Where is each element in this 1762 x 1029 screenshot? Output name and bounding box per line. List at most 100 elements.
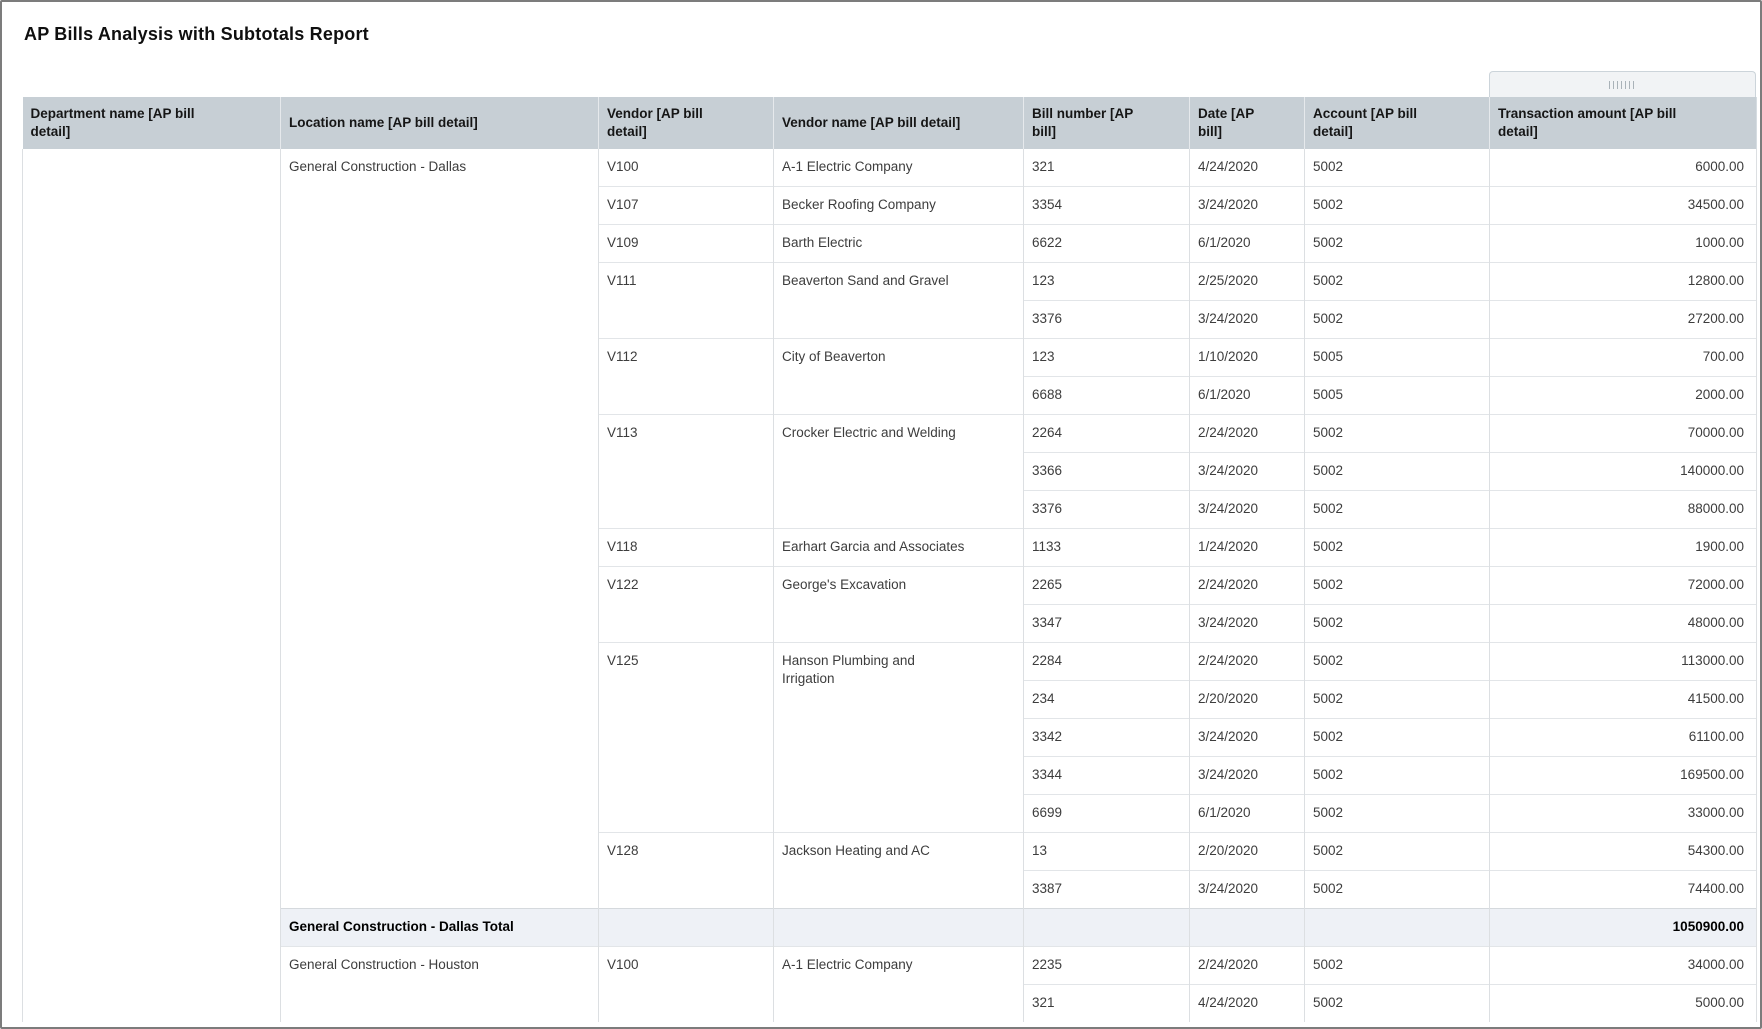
cell-bill-number: 2265	[1023, 566, 1190, 605]
cell-vendor-code: V107	[598, 186, 774, 225]
column-header-vendor: Vendor [AP bill detail]	[598, 97, 774, 149]
cell-date: 1/10/2020	[1189, 338, 1305, 377]
cell-account: 5002	[1304, 832, 1490, 871]
subtotal-cell	[598, 908, 774, 947]
cell-account: 5002	[1304, 186, 1490, 225]
table-row: V109 Barth Electric 6622 6/1/2020 5002 1000.0…	[23, 224, 1757, 263]
cell-account: 5002	[1304, 870, 1490, 909]
cell-amount: 33000.00	[1489, 794, 1757, 833]
table-row: V125 Hanson Plumbing and Irrigation 2284 2/…	[23, 642, 1757, 833]
cell-amount: 12800.00	[1489, 262, 1757, 301]
cell-location: General Construction - Houston	[280, 946, 599, 1022]
subtotal-cell	[773, 908, 1024, 947]
cell-amount: 1900.00	[1489, 528, 1757, 567]
cell-bill-number: 3366	[1023, 452, 1190, 491]
cell-amount: 169500.00	[1489, 756, 1757, 795]
cell-location: General Construction - Dallas	[280, 149, 599, 909]
cell-amount: 48000.00	[1489, 604, 1757, 643]
cell-account: 5002	[1304, 262, 1490, 301]
cell-bill-number: 2284	[1023, 642, 1190, 681]
cell-amount: 54300.00	[1489, 832, 1757, 871]
column-header-amount: Transaction amount [AP bill detail]	[1489, 97, 1757, 149]
cell-date: 4/24/2020	[1189, 984, 1305, 1022]
cell-vendor-code: V100	[598, 946, 774, 1022]
subtotal-cell	[1023, 908, 1190, 947]
table-row: 3376 3/24/2020 5002 27200.00	[23, 300, 1757, 339]
cell-amount: 61100.00	[1489, 718, 1757, 757]
table-row: General Construction - Dallas V100 A-1 Ele…	[22, 149, 1757, 1022]
cell-bill-number: 321	[1023, 149, 1190, 187]
table-row: 3342 3/24/2020 5002 61100.00	[23, 718, 1757, 757]
column-header-date: Date [AP bill]	[1189, 97, 1305, 149]
cell-bill-number: 6699	[1023, 794, 1190, 833]
cell-vendor-name: Crocker Electric and Welding	[773, 414, 1024, 529]
cell-date: 3/24/2020	[1189, 186, 1305, 225]
cell-date: 4/24/2020	[1189, 149, 1305, 187]
cell-date: 3/24/2020	[1189, 490, 1305, 529]
cell-department	[22, 149, 281, 1022]
cell-date: 3/24/2020	[1189, 870, 1305, 909]
cell-date: 6/1/2020	[1189, 224, 1305, 263]
subtotal-cell	[1189, 908, 1305, 947]
cell-account: 5002	[1304, 149, 1490, 187]
column-header-account: Account [AP bill detail]	[1304, 97, 1490, 149]
cell-date: 3/24/2020	[1189, 300, 1305, 339]
column-drag-handle[interactable]	[1489, 71, 1756, 98]
cell-vendor-name: Earhart Garcia and Associates	[773, 528, 1024, 567]
cell-bill-number: 13	[1023, 832, 1190, 871]
table-row: V113 Crocker Electric and Welding 2264 2/24…	[23, 414, 1757, 529]
cell-account: 5002	[1304, 756, 1490, 795]
cell-date: 2/20/2020	[1189, 680, 1305, 719]
cell-date: 2/24/2020	[1189, 946, 1305, 985]
cell-bill-number: 3344	[1023, 756, 1190, 795]
cell-account: 5002	[1304, 224, 1490, 263]
cell-bill-number: 321	[1023, 984, 1190, 1022]
table-row: 234 2/20/2020 5002 41500.00	[23, 680, 1757, 719]
cell-account: 5002	[1304, 718, 1490, 757]
cell-amount: 2000.00	[1489, 376, 1757, 415]
cell-bill-number: 6688	[1023, 376, 1190, 415]
cell-vendor-name: George's Excavation	[773, 566, 1024, 643]
column-header-department: Department name [AP bill detail]	[22, 97, 281, 149]
column-header-vendor-name: Vendor name [AP bill detail]	[773, 97, 1024, 149]
table-row: 3376 3/24/2020 5002 88000.00	[23, 490, 1757, 529]
cell-account: 5005	[1304, 338, 1490, 377]
cell-account: 5002	[1304, 604, 1490, 643]
subtotal-label: General Construction - Dallas Total	[280, 908, 599, 947]
table-row: 3347 3/24/2020 5002 48000.00	[23, 604, 1757, 643]
cell-date: 6/1/2020	[1189, 376, 1305, 415]
column-header-location: Location name [AP bill detail]	[280, 97, 599, 149]
cell-amount: 27200.00	[1489, 300, 1757, 339]
cell-date: 2/25/2020	[1189, 262, 1305, 301]
cell-account: 5002	[1304, 300, 1490, 339]
subtotal-cell	[1304, 908, 1490, 947]
cell-date: 1/24/2020	[1189, 528, 1305, 567]
cell-amount: 70000.00	[1489, 414, 1757, 453]
cell-bill-number: 3376	[1023, 490, 1190, 529]
cell-vendor-name: Becker Roofing Company	[773, 186, 1024, 225]
table-row: 3344 3/24/2020 5002 169500.00	[23, 756, 1757, 795]
cell-bill-number: 2235	[1023, 946, 1190, 985]
cell-amount: 41500.00	[1489, 680, 1757, 719]
cell-account: 5002	[1304, 680, 1490, 719]
table-row: V111 Beaverton Sand and Gravel 123 2/25/202…	[23, 262, 1757, 339]
cell-bill-number: 3376	[1023, 300, 1190, 339]
cell-vendor-name: Hanson Plumbing and Irrigation	[773, 642, 1024, 833]
cell-amount: 113000.00	[1489, 642, 1757, 681]
cell-bill-number: 3387	[1023, 870, 1190, 909]
cell-vendor-name: Barth Electric	[773, 224, 1024, 263]
cell-vendor-name: A-1 Electric Company	[773, 149, 1024, 187]
table-row: V118 Earhart Garcia and Associates 1133 1/2…	[23, 528, 1757, 567]
cell-amount: 5000.00	[1489, 984, 1757, 1022]
cell-account: 5002	[1304, 946, 1490, 985]
cell-date: 3/24/2020	[1189, 452, 1305, 491]
cell-bill-number: 234	[1023, 680, 1190, 719]
table-header: Department name [AP bill detail] Location…	[22, 97, 1757, 149]
cell-vendor-name: Beaverton Sand and Gravel	[773, 262, 1024, 339]
cell-date: 2/20/2020	[1189, 832, 1305, 871]
table-row: 321 4/24/2020 5002 5000.00	[23, 984, 1757, 1022]
cell-amount: 1000.00	[1489, 224, 1757, 263]
cell-date: 6/1/2020	[1189, 794, 1305, 833]
cell-date: 3/24/2020	[1189, 604, 1305, 643]
cell-bill-number: 3354	[1023, 186, 1190, 225]
